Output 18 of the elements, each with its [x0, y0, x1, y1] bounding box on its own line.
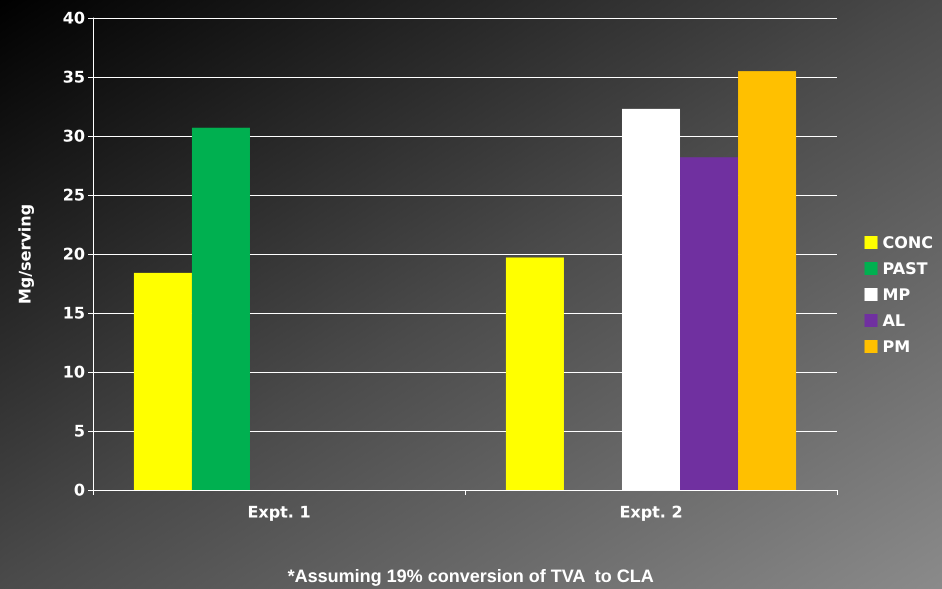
y-tick-label: 40: [62, 8, 85, 28]
y-tick-label: 30: [62, 126, 85, 146]
y-tick-label: 35: [62, 68, 85, 86]
legend-label: PM: [882, 337, 910, 356]
y-axis-title: Mg/serving: [16, 204, 34, 304]
x-tick-label: Expt. 1: [247, 502, 311, 522]
y-tick-label: 0: [74, 480, 85, 500]
legend-label: PAST: [882, 259, 928, 278]
legend-label: AL: [882, 311, 906, 330]
y-tick-label: 10: [62, 362, 85, 382]
legend-label: MP: [882, 285, 910, 304]
y-tick-label: 25: [62, 186, 85, 204]
y-tick-label: 20: [62, 244, 85, 264]
text: *Assuming 19% conversion of TVA to CLA: [288, 566, 654, 586]
x-tick-label: Expt. 2: [619, 502, 683, 522]
y-tick-label: 5: [74, 422, 85, 440]
legend-label: CONC: [882, 233, 934, 252]
y-tick-label: 15: [62, 304, 85, 322]
